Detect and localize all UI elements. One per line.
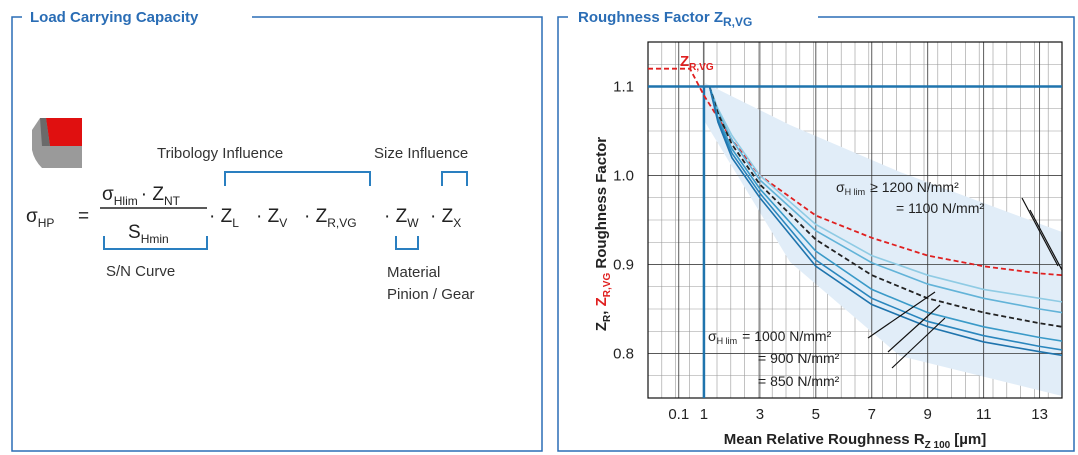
equals: = — [78, 206, 89, 227]
x-tick-label: 13 — [1031, 406, 1048, 423]
y-tick-label: 0.8 — [613, 346, 634, 363]
x-tick-label: 5 — [812, 406, 820, 423]
label-part: Z — [593, 297, 610, 306]
subscript: X — [453, 216, 461, 230]
x-tick-label: 11 — [976, 406, 992, 423]
y-tick-label: 1.1 — [613, 79, 634, 96]
subscript: H lim — [845, 187, 866, 197]
y-tick-label: 0.9 — [613, 257, 634, 274]
subscript: Hlim — [114, 194, 138, 208]
term: · ZW — [384, 206, 419, 230]
symbol: σ — [26, 206, 38, 227]
symbol: σ — [708, 328, 717, 344]
label-main: Mean Relative Roughness R — [724, 431, 925, 448]
title-sub: R,VG — [723, 15, 752, 29]
symbol: · Z — [304, 206, 328, 227]
text: ≥ 1200 N/mm² — [870, 179, 959, 195]
label-sub: Z 100 — [925, 440, 951, 451]
x-tick-label: 0.1 — [668, 406, 689, 423]
subscript: L — [232, 216, 239, 230]
left-panel — [12, 17, 542, 451]
label-part: , — [593, 306, 610, 314]
annotation: σH lim = 1000 N/mm² — [708, 328, 832, 346]
series-label: ZR,VG — [680, 53, 714, 73]
text: = 1000 N/mm² — [742, 328, 831, 344]
text: = 900 N/mm² — [758, 350, 840, 366]
subscript: HP — [38, 216, 55, 230]
symbol: · Z — [256, 206, 280, 227]
label-unit: [µm] — [954, 431, 986, 448]
label-main: Z — [680, 53, 689, 70]
numerator: σHlim· ZNT — [102, 184, 181, 208]
symbol: · Z — [430, 206, 454, 227]
annotation: = 900 N/mm² — [758, 350, 840, 366]
symbol: σ — [836, 179, 845, 195]
label-sub: R,VG — [689, 62, 714, 73]
symbol: S — [128, 222, 141, 243]
label: S/N Curve — [106, 263, 175, 280]
y-tick-label: 1.0 — [613, 168, 634, 185]
label-part: Z — [593, 322, 610, 331]
denominator: SHmin — [128, 222, 169, 246]
label: Tribology Influence — [157, 145, 283, 162]
subscript: NT — [164, 194, 181, 208]
gear-icon — [32, 118, 82, 168]
symbol: σ — [102, 184, 114, 205]
lhs: σHP — [26, 206, 54, 230]
annotation: = 1100 N/mm² — [896, 200, 984, 216]
label: Pinion / Gear — [387, 286, 475, 303]
symbol: · Z — [384, 206, 408, 227]
bracket — [225, 172, 370, 186]
label: Size Influence — [374, 145, 468, 162]
x-tick-label: 9 — [924, 406, 932, 423]
title-main: Roughness Factor Z — [578, 9, 723, 26]
x-tick-label: 7 — [868, 406, 876, 423]
label: Material — [387, 264, 440, 281]
bracket — [396, 236, 418, 249]
y-axis-label: ZR, ZR,VG Roughness Factor — [593, 137, 613, 331]
bracket — [442, 172, 467, 186]
annotation: = 850 N/mm² — [758, 373, 840, 389]
subscript: Hmin — [141, 232, 169, 246]
text: = 850 N/mm² — [758, 373, 840, 389]
subscript: V — [279, 216, 287, 230]
subscript: R,VG — [327, 216, 356, 230]
term: · ZV — [256, 206, 287, 230]
symbol: · Z — [209, 206, 233, 227]
text: = 1100 N/mm² — [896, 200, 984, 216]
label-part: Roughness Factor — [593, 137, 610, 273]
panel-title: Load Carrying Capacity — [30, 9, 199, 26]
symbol: · Z — [141, 184, 165, 205]
subscript: H lim — [717, 336, 738, 346]
x-axis-label: Mean Relative Roughness RZ 100[µm] — [724, 431, 986, 451]
label-sub: R,VG — [602, 273, 613, 298]
term: · ZR,VG — [304, 206, 357, 230]
term: · ZX — [430, 206, 461, 230]
page: Load Carrying Capacity Roughness Factor … — [0, 0, 1078, 455]
term: · ZL — [209, 206, 239, 230]
subscript: W — [407, 216, 419, 230]
x-tick-label: 1 — [700, 406, 708, 423]
x-tick-label: 3 — [756, 406, 764, 423]
